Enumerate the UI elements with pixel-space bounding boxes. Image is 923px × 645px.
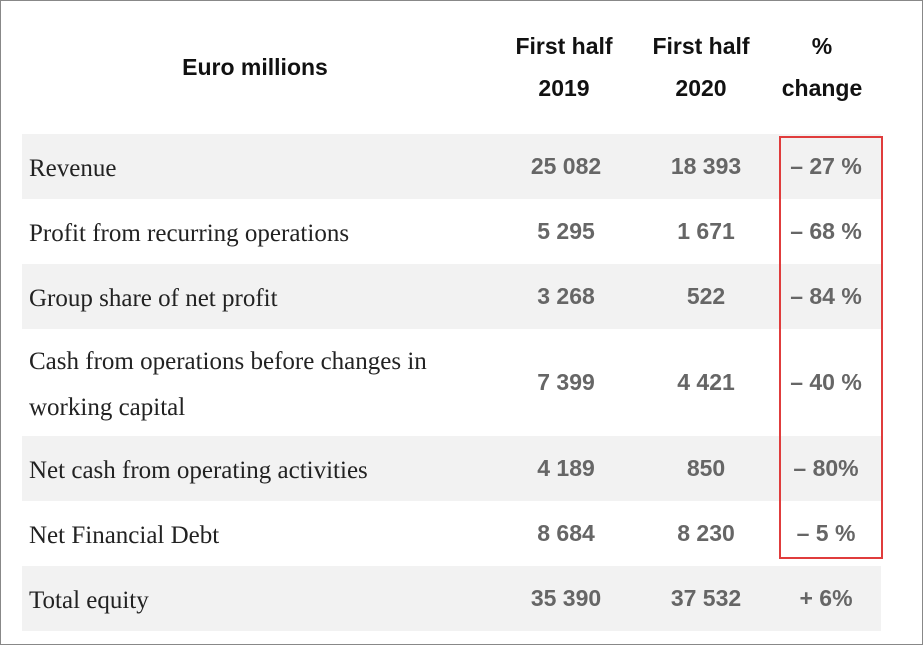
row-label: Total equity [29,586,149,614]
cell-value: 522 [686,282,726,309]
row-label: Net cash from operating activities [29,456,368,484]
cell-value: 4 421 [677,368,735,395]
cell-value: – 5 % [796,519,856,546]
cell-value: 8 684 [537,519,595,546]
table-row: Group share of net profit 3 268 522 – 84 % [22,264,881,329]
highlight-box [779,136,883,559]
cell-value: 8 230 [677,519,735,546]
table-row: Profit from recurring operations 5 295 1 6… [22,199,881,264]
cell-value: 7 399 [537,368,595,395]
row-label: Group share of net profit [29,284,278,312]
table-row: Revenue 25 082 18 393 – 27 % [22,134,881,199]
row-label: Profit from recurring operations [29,219,350,247]
table-row: Cash from operations before changes in w… [22,329,881,436]
cell-value: – 27 % [790,152,862,179]
cell-value: 3 268 [537,282,595,309]
cell-value: – 40 % [790,368,862,395]
cell-value: – 68 % [790,217,862,244]
column-header: First half 2019 [515,33,613,101]
cell-value: 5 295 [537,217,595,244]
cell-value: 37 532 [670,584,742,611]
column-header: % change [781,33,863,101]
cell-value: – 80% [793,454,859,481]
cell-value: + 6% [799,584,853,611]
table-row: Net cash from operating activities 4 189 8… [22,436,881,501]
row-label: Cash from operations before changes in w… [29,347,427,421]
row-label: Net Financial Debt [29,521,220,549]
column-header: First half 2020 [652,33,750,101]
cell-value: 35 390 [530,584,602,611]
table-row: Net Financial Debt 8 684 8 230 – 5 % [22,501,881,566]
table-row: Total equity 35 390 37 532 + 6% [22,566,881,631]
row-label: Revenue [29,154,117,182]
cell-value: 4 189 [537,454,595,481]
cell-value: 1 671 [677,217,735,244]
header-title: Euro millions [182,54,328,80]
cell-value: – 84 % [790,282,862,309]
cell-value: 850 [686,454,726,481]
cell-value: 18 393 [670,152,742,179]
cell-value: 25 082 [530,152,602,179]
